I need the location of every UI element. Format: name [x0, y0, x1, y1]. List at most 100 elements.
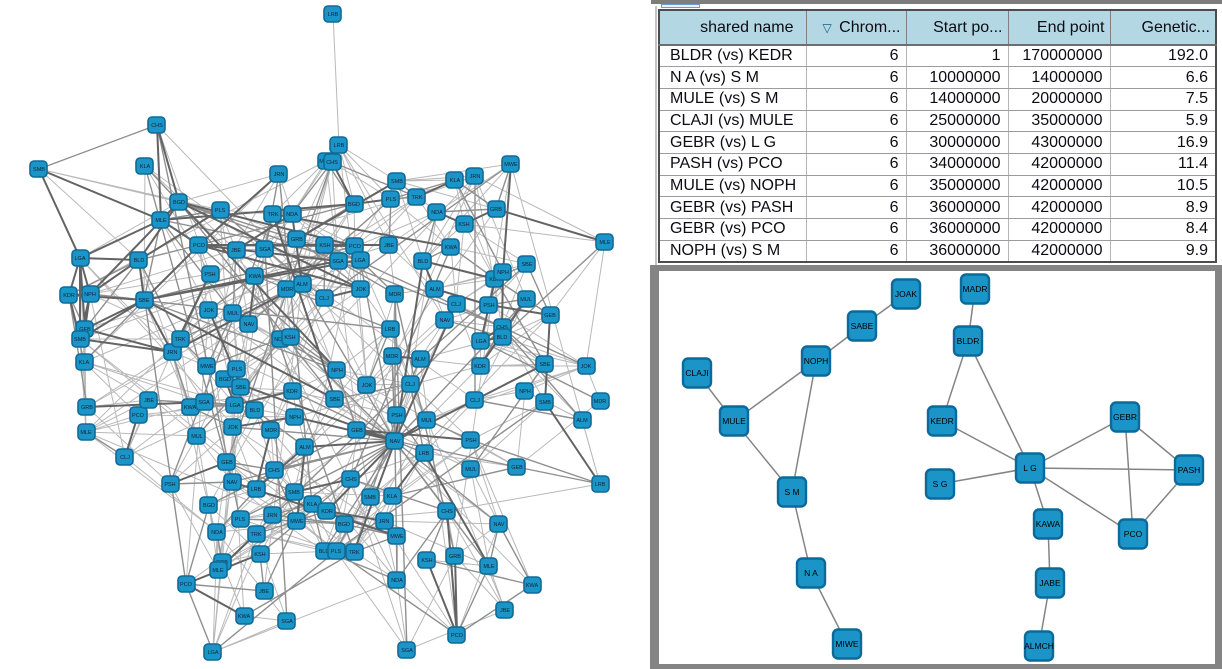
svg-text:PLS: PLS — [215, 208, 226, 214]
svg-text:GEBR: GEBR — [1113, 412, 1137, 422]
svg-text:KSH: KSH — [458, 222, 469, 228]
svg-text:NPH: NPH — [519, 389, 531, 395]
svg-text:NAV: NAV — [390, 439, 401, 445]
svg-text:CLJ: CLJ — [451, 302, 461, 308]
svg-text:KLA: KLA — [140, 164, 151, 170]
svg-text:KLA: KLA — [387, 494, 398, 500]
svg-text:PCO: PCO — [193, 243, 206, 249]
svg-text:NAV: NAV — [494, 522, 505, 528]
svg-text:SMB: SMB — [364, 495, 376, 501]
svg-text:JRN: JRN — [379, 519, 390, 525]
svg-text:MULE: MULE — [722, 416, 746, 426]
svg-text:S M: S M — [784, 487, 799, 497]
svg-text:NPH: NPH — [289, 415, 301, 421]
svg-text:JRN: JRN — [267, 513, 278, 519]
svg-text:CLJ: CLJ — [120, 455, 130, 461]
svg-text:NAV: NAV — [440, 318, 451, 324]
svg-text:BLD: BLD — [250, 408, 261, 414]
svg-text:JBE: JBE — [384, 243, 394, 249]
svg-text:KLA: KLA — [307, 502, 318, 508]
svg-text:PSH: PSH — [465, 438, 476, 444]
svg-text:ALM: ALM — [414, 357, 426, 363]
svg-text:BGD: BGD — [203, 503, 215, 509]
svg-text:GEB: GEB — [351, 428, 363, 434]
svg-text:GEB: GEB — [221, 460, 233, 466]
svg-text:BGD: BGD — [219, 377, 231, 383]
svg-text:PCO: PCO — [180, 582, 193, 588]
svg-text:MUL: MUL — [465, 467, 477, 473]
svg-text:GEB: GEB — [544, 313, 556, 319]
svg-text:JRN: JRN — [274, 172, 285, 178]
svg-text:KDR: KDR — [474, 364, 486, 370]
svg-text:SMB: SMB — [391, 179, 403, 185]
svg-text:JBE: JBE — [500, 608, 510, 614]
svg-text:MADR: MADR — [962, 284, 987, 294]
svg-text:LRB: LRB — [334, 143, 345, 149]
svg-text:KEDR: KEDR — [930, 416, 954, 426]
svg-text:SMB: SMB — [539, 400, 551, 406]
svg-text:BLDR: BLDR — [957, 336, 980, 346]
svg-text:ALMCH: ALMCH — [1024, 641, 1054, 651]
svg-text:JOK: JOK — [204, 308, 215, 314]
svg-text:PCO: PCO — [349, 244, 362, 250]
svg-text:GRB: GRB — [449, 554, 461, 560]
svg-text:BGD: BGD — [173, 200, 185, 206]
svg-text:NDA: NDA — [286, 212, 298, 218]
svg-text:KSH: KSH — [421, 558, 432, 564]
svg-text:JABE: JABE — [1039, 578, 1061, 588]
svg-text:SGA: SGA — [332, 259, 344, 265]
svg-text:ALM: ALM — [296, 282, 308, 288]
svg-text:LRB: LRB — [328, 12, 339, 18]
svg-text:KWA: KWA — [445, 245, 458, 251]
svg-text:KDR: KDR — [321, 509, 333, 515]
svg-text:JOK: JOK — [362, 383, 373, 389]
svg-text:CHS: CHS — [345, 477, 357, 483]
svg-text:BLD: BLD — [418, 259, 429, 265]
svg-text:JOK: JOK — [581, 364, 592, 370]
svg-text:LGA: LGA — [354, 258, 365, 264]
svg-text:PLS: PLS — [386, 197, 397, 203]
svg-text:PSH: PSH — [483, 303, 494, 309]
svg-text:PSH: PSH — [204, 272, 215, 278]
svg-text:NAV: NAV — [227, 480, 238, 486]
svg-text:KWA: KWA — [526, 583, 539, 589]
svg-text:KDR: KDR — [489, 277, 501, 283]
svg-text:TRK: TRK — [349, 550, 360, 556]
svg-text:PSH: PSH — [164, 482, 175, 488]
svg-text:KDR: KDR — [286, 389, 298, 395]
svg-text:MUL: MUL — [520, 297, 532, 303]
svg-text:SGA: SGA — [259, 247, 271, 253]
svg-text:PCO: PCO — [451, 633, 464, 639]
svg-text:SBE: SBE — [235, 385, 246, 391]
svg-text:MLE: MLE — [80, 430, 92, 436]
svg-text:JOAK: JOAK — [895, 289, 918, 299]
svg-text:SBE: SBE — [138, 298, 149, 304]
svg-text:CHS: CHS — [268, 468, 280, 474]
svg-text:BGD: BGD — [348, 202, 360, 208]
svg-text:TRK: TRK — [268, 212, 279, 218]
svg-text:BLD: BLD — [497, 335, 508, 341]
svg-text:TRK: TRK — [412, 195, 423, 201]
svg-text:JOK: JOK — [228, 425, 239, 431]
svg-text:N A: N A — [804, 568, 818, 578]
svg-text:KAWA: KAWA — [1036, 519, 1061, 529]
svg-text:JRN: JRN — [470, 174, 481, 180]
svg-text:NDA: NDA — [211, 530, 223, 536]
svg-text:MLE: MLE — [483, 564, 495, 570]
svg-text:NDA: NDA — [391, 578, 403, 584]
svg-text:NPH: NPH — [84, 292, 96, 298]
svg-text:KLA: KLA — [450, 178, 461, 184]
svg-text:TRK: TRK — [251, 532, 262, 538]
svg-text:KSH: KSH — [254, 552, 265, 558]
svg-text:PLS: PLS — [232, 367, 243, 373]
svg-text:LGA: LGA — [229, 403, 240, 409]
svg-text:SMB: SMB — [288, 490, 300, 496]
svg-text:CHS: CHS — [151, 123, 163, 129]
svg-text:NPH: NPH — [331, 368, 343, 374]
svg-text:ALM: ALM — [429, 287, 441, 293]
svg-text:KWA: KWA — [249, 274, 262, 280]
svg-text:BLD: BLD — [134, 258, 145, 264]
svg-text:NPH: NPH — [497, 270, 509, 276]
svg-text:MUL: MUL — [421, 418, 433, 424]
svg-text:SGA: SGA — [401, 648, 413, 654]
